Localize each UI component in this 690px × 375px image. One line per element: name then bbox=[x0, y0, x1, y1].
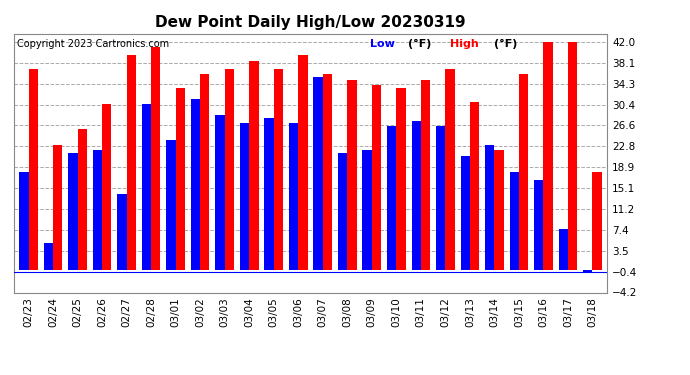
Bar bbox=[264, 118, 274, 270]
Bar bbox=[534, 180, 544, 270]
Bar bbox=[176, 88, 185, 270]
Text: Low: Low bbox=[370, 39, 395, 49]
Text: (°F): (°F) bbox=[408, 39, 432, 49]
Bar bbox=[510, 172, 519, 270]
Text: (°F): (°F) bbox=[495, 39, 518, 49]
Bar bbox=[191, 99, 200, 270]
Bar bbox=[387, 126, 396, 270]
Title: Dew Point Daily High/Low 20230319: Dew Point Daily High/Low 20230319 bbox=[155, 15, 466, 30]
Bar bbox=[151, 47, 161, 270]
Bar bbox=[249, 61, 259, 270]
Bar bbox=[421, 80, 430, 270]
Bar bbox=[313, 77, 323, 270]
Bar bbox=[470, 102, 479, 270]
Text: High: High bbox=[450, 39, 479, 49]
Bar bbox=[142, 104, 151, 270]
Bar bbox=[568, 42, 578, 270]
Bar bbox=[436, 126, 445, 270]
Bar bbox=[495, 150, 504, 270]
Bar bbox=[43, 243, 53, 270]
Bar bbox=[92, 150, 102, 270]
Text: Copyright 2023 Cartronics.com: Copyright 2023 Cartronics.com bbox=[17, 39, 169, 49]
Bar bbox=[298, 56, 308, 270]
Bar bbox=[559, 229, 568, 270]
Bar bbox=[77, 129, 87, 270]
Bar bbox=[593, 172, 602, 270]
Bar bbox=[583, 270, 593, 272]
Bar bbox=[460, 156, 470, 270]
Bar bbox=[102, 104, 111, 270]
Bar bbox=[200, 74, 210, 270]
Bar bbox=[19, 172, 28, 270]
Bar bbox=[362, 150, 372, 270]
Bar bbox=[411, 120, 421, 270]
Bar bbox=[166, 140, 176, 270]
Bar bbox=[126, 56, 136, 270]
Bar bbox=[372, 85, 381, 270]
Bar bbox=[68, 153, 77, 270]
Bar bbox=[289, 123, 298, 270]
Bar bbox=[519, 74, 529, 270]
Bar bbox=[28, 69, 38, 270]
Bar bbox=[274, 69, 283, 270]
Bar bbox=[485, 145, 495, 270]
Bar bbox=[445, 69, 455, 270]
Bar bbox=[396, 88, 406, 270]
Bar bbox=[544, 42, 553, 270]
Bar bbox=[347, 80, 357, 270]
Bar bbox=[225, 69, 234, 270]
Bar bbox=[338, 153, 347, 270]
Bar bbox=[240, 123, 249, 270]
Bar bbox=[53, 145, 62, 270]
Bar bbox=[117, 194, 126, 270]
Bar bbox=[215, 115, 225, 270]
Bar bbox=[323, 74, 332, 270]
